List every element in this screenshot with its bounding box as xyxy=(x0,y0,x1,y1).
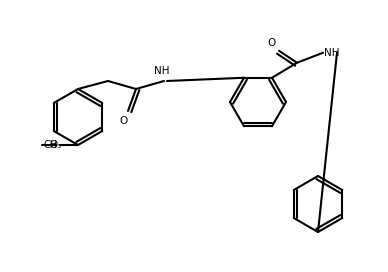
Text: CH₃: CH₃ xyxy=(43,140,61,150)
Text: O: O xyxy=(268,38,276,48)
Text: O: O xyxy=(120,116,128,126)
Text: NH: NH xyxy=(154,66,170,76)
Text: NH: NH xyxy=(324,48,340,58)
Text: O: O xyxy=(50,140,58,150)
